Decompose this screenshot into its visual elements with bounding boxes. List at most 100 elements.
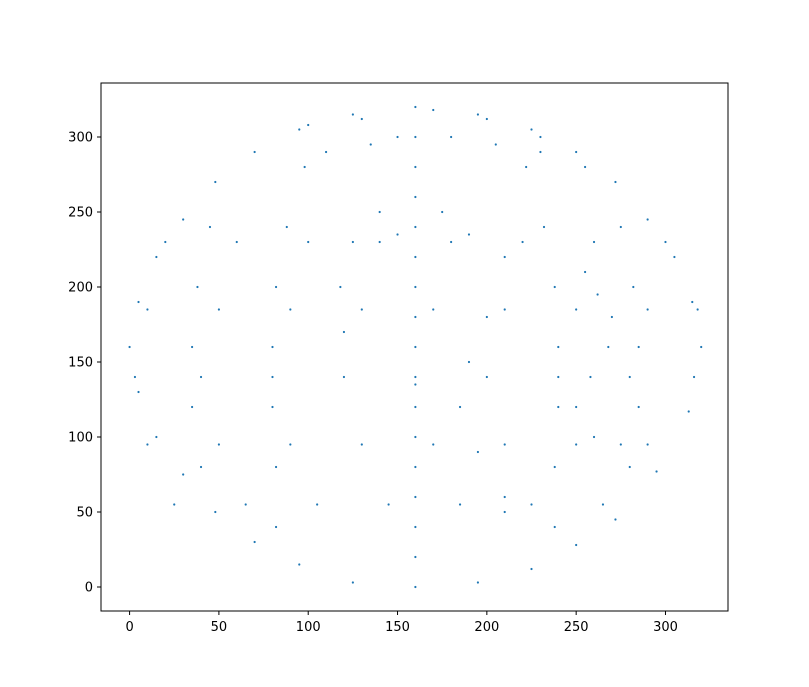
data-point (208, 225, 212, 229)
data-point (414, 375, 417, 379)
data-point (557, 405, 560, 409)
data-point (592, 435, 596, 439)
data-point (700, 345, 703, 349)
data-point (285, 225, 288, 229)
data-point (614, 180, 617, 184)
x-axis-ticks: 0 50 100 150 200 250 300 (125, 611, 678, 635)
data-point (378, 210, 381, 214)
data-point (414, 195, 417, 199)
data-point (217, 443, 220, 446)
data-point (191, 345, 194, 349)
data-point (553, 525, 556, 529)
data-point (583, 270, 587, 274)
data-point (307, 240, 310, 244)
data-point (414, 255, 417, 259)
data-point (485, 117, 488, 121)
data-point (360, 308, 363, 311)
data-point (458, 405, 462, 409)
data-point (414, 525, 417, 529)
data-point (583, 165, 587, 169)
data-point (298, 128, 301, 131)
x-tick-label: 150 (385, 620, 410, 635)
data-point (632, 285, 635, 289)
data-point (214, 510, 217, 514)
data-point (155, 435, 158, 439)
data-point (235, 240, 238, 244)
data-point (339, 285, 342, 289)
data-point (596, 293, 599, 296)
data-point (539, 150, 542, 154)
data-point (628, 375, 631, 379)
data-point (607, 345, 610, 349)
data-point (360, 117, 363, 121)
data-point (369, 143, 372, 146)
data-point (467, 360, 471, 364)
data-point (589, 375, 592, 379)
x-tick-label: 0 (125, 620, 133, 635)
data-point (525, 165, 528, 169)
data-point (164, 240, 167, 244)
y-tick-label: 0 (85, 581, 93, 596)
data-point (494, 143, 497, 146)
data-point (342, 330, 346, 334)
x-tick-label: 200 (474, 620, 499, 635)
data-point (217, 308, 220, 311)
data-point (396, 135, 399, 139)
data-point (557, 345, 560, 349)
data-point (199, 375, 203, 379)
data-point (316, 503, 319, 506)
data-point (521, 240, 524, 244)
data-point (432, 308, 435, 311)
data-point (414, 135, 417, 139)
data-point (553, 285, 556, 289)
data-point (271, 405, 274, 409)
data-point (619, 225, 622, 229)
data-point (351, 113, 354, 116)
data-point (530, 128, 533, 131)
data-point (146, 443, 149, 446)
data-point (289, 443, 292, 446)
data-point (271, 345, 274, 349)
data-point (414, 555, 417, 559)
data-point (476, 450, 480, 454)
x-tick-label: 100 (296, 620, 321, 635)
data-point (503, 510, 506, 514)
data-point (575, 543, 578, 547)
data-point (664, 240, 667, 244)
data-point (619, 443, 622, 446)
y-tick-label: 200 (68, 281, 93, 296)
data-point (530, 503, 533, 506)
data-point (196, 285, 199, 289)
data-point (414, 225, 417, 229)
data-point (414, 383, 417, 386)
x-tick-label: 300 (653, 620, 678, 635)
data-point (274, 465, 278, 469)
data-point (146, 308, 149, 311)
y-axis-ticks: 0 50 100 150 200 250 300 (68, 131, 101, 596)
data-point (253, 150, 256, 154)
data-point (298, 563, 301, 566)
data-point (575, 443, 578, 446)
data-point (485, 375, 488, 379)
x-tick-label: 250 (564, 620, 589, 635)
data-point (458, 503, 462, 506)
data-point (387, 503, 390, 506)
data-point (467, 233, 471, 236)
data-point (199, 465, 203, 469)
data-point (553, 465, 556, 469)
x-tick-label: 50 (211, 620, 228, 635)
data-point (414, 345, 417, 349)
data-point (637, 345, 640, 349)
data-point (687, 410, 690, 413)
data-point (396, 233, 399, 236)
data-point (441, 210, 444, 214)
data-point (539, 135, 542, 139)
data-point (182, 218, 185, 221)
data-points-layer (128, 105, 703, 589)
data-point (414, 495, 417, 499)
data-point (155, 255, 158, 259)
data-point (342, 375, 346, 379)
data-point (253, 540, 256, 544)
